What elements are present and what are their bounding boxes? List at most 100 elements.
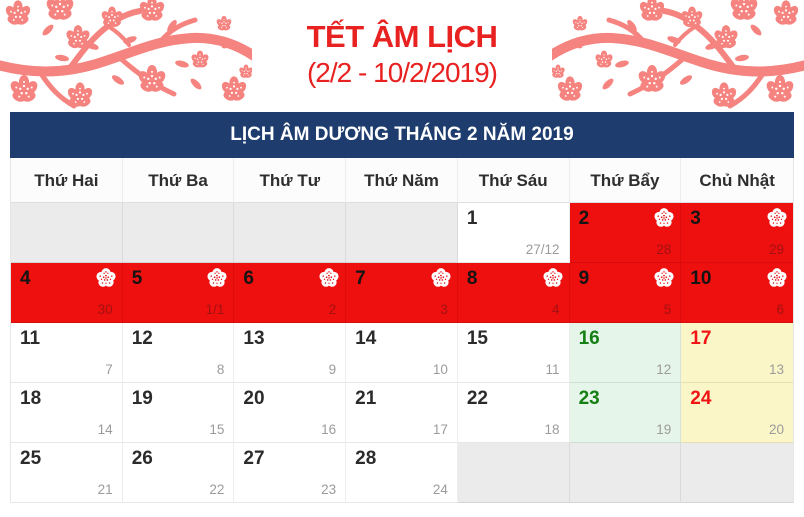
day-cell-20[interactable]: 20 16 — [234, 383, 347, 443]
solar-date: 7 — [355, 268, 366, 289]
weekday-header-5: Thứ Sáu — [457, 158, 570, 203]
empty-cell — [234, 203, 347, 263]
lunar-date: 11 — [545, 362, 560, 377]
solar-date: 28 — [355, 448, 377, 469]
empty-cell — [681, 443, 793, 503]
day-cell-10[interactable]: 10 6 — [681, 263, 793, 323]
solar-date: 3 — [690, 208, 701, 229]
lunar-date: 21 — [97, 482, 113, 497]
day-cell-17[interactable]: 17 13 — [681, 323, 793, 383]
solar-date: 24 — [690, 388, 712, 409]
day-cell-16[interactable]: 16 12 — [569, 323, 682, 383]
blossom-icon — [207, 268, 227, 287]
blossom-icon — [767, 268, 787, 287]
lunar-date: 29 — [768, 242, 784, 257]
day-cell-15[interactable]: 15 11 — [457, 323, 570, 383]
day-cell-24[interactable]: 24 20 — [681, 383, 793, 443]
solar-date: 27 — [243, 448, 265, 469]
day-cell-14[interactable]: 14 10 — [346, 323, 458, 383]
lunar-date: 17 — [432, 422, 448, 437]
day-cell-5[interactable]: 5 1/1 — [122, 263, 235, 323]
weekday-header-7: Chủ Nhật — [681, 158, 793, 203]
lunar-date: 18 — [544, 422, 560, 437]
day-cell-23[interactable]: 23 19 — [569, 383, 682, 443]
day-cell-12[interactable]: 12 8 — [122, 323, 235, 383]
day-cell-21[interactable]: 21 17 — [346, 383, 458, 443]
weekday-header-3: Thứ Tư — [234, 158, 347, 203]
calendar-banner-title: LỊCH ÂM DƯƠNG THÁNG 2 NĂM 2019 — [230, 124, 574, 145]
day-cell-26[interactable]: 26 22 — [122, 443, 235, 503]
lunar-date: 19 — [656, 422, 672, 437]
blossom-icon — [767, 208, 787, 227]
solar-date: 8 — [466, 268, 478, 289]
lunar-date: 12 — [656, 362, 672, 377]
blossom-icon — [96, 268, 116, 287]
lunar-date: 30 — [97, 302, 113, 317]
day-cell-25[interactable]: 25 21 — [11, 443, 123, 503]
solar-date: 23 — [578, 388, 600, 409]
lunar-date: 6 — [776, 302, 784, 317]
solar-date: 13 — [243, 328, 265, 349]
blossom-icon — [654, 268, 674, 287]
day-cell-6[interactable]: 6 2 — [234, 263, 347, 323]
lunar-date: 24 — [432, 482, 448, 497]
page-title: TẾT ÂM LỊCH — [306, 19, 498, 54]
blossom-icon — [431, 268, 451, 287]
solar-date: 11 — [20, 328, 41, 349]
lunar-date: 28 — [656, 242, 672, 257]
weekday-header-4: Thứ Năm — [346, 158, 458, 203]
lunar-date: 13 — [768, 362, 784, 377]
solar-date: 14 — [355, 328, 377, 349]
day-cell-3[interactable]: 3 29 — [681, 203, 793, 263]
solar-date: 1 — [466, 208, 478, 229]
empty-cell — [569, 443, 682, 503]
solar-date: 12 — [131, 328, 153, 349]
blossom-icon — [543, 268, 563, 287]
lunar-date: 14 — [97, 422, 113, 437]
solar-date: 20 — [243, 388, 265, 409]
solar-date: 5 — [131, 268, 143, 289]
solar-date: 26 — [131, 448, 153, 469]
lunar-date: 8 — [216, 362, 225, 377]
day-cell-28[interactable]: 28 24 — [346, 443, 458, 503]
calendar-grid: 1 27/12 2 28 3 — [11, 203, 793, 503]
lunar-date: 15 — [209, 422, 225, 437]
day-cell-22[interactable]: 22 18 — [457, 383, 570, 443]
lunar-date: 3 — [440, 302, 448, 317]
day-cell-1[interactable]: 1 27/12 — [457, 203, 570, 263]
solar-date: 18 — [20, 388, 42, 409]
solar-date: 9 — [578, 268, 590, 289]
lunar-date: 22 — [209, 482, 225, 497]
empty-cell — [122, 203, 235, 263]
lunar-date: 27/12 — [525, 242, 560, 257]
weekday-header-2: Thứ Ba — [122, 158, 235, 203]
day-cell-13[interactable]: 13 9 — [234, 323, 347, 383]
day-cell-18[interactable]: 18 14 — [11, 383, 123, 443]
solar-date: 17 — [690, 328, 712, 349]
calendar: Thứ Hai Thứ Ba Thứ Tư Thứ Năm Thứ Sáu Thứ Bẩy… — [10, 158, 794, 503]
day-cell-8[interactable]: 8 4 — [457, 263, 570, 323]
lunar-date: 20 — [768, 422, 784, 437]
hero-header: TẾT ÂM LỊCH (2/2 - 10/2/2019) — [0, 0, 804, 112]
empty-cell — [346, 203, 458, 263]
calendar-banner: LỊCH ÂM DƯƠNG THÁNG 2 NĂM 2019 — [10, 112, 794, 158]
weekday-header-6: Thứ Bẩy — [569, 158, 682, 203]
day-cell-2[interactable]: 2 28 — [569, 203, 682, 263]
blossom-icon — [654, 208, 674, 227]
day-cell-9[interactable]: 9 5 — [569, 263, 682, 323]
solar-date: 21 — [355, 388, 377, 409]
empty-cell — [11, 203, 123, 263]
weekday-header-1: Thứ Hai — [11, 158, 123, 203]
day-cell-19[interactable]: 19 15 — [122, 383, 235, 443]
day-cell-11[interactable]: 11 7 — [11, 323, 123, 383]
page-subtitle: (2/2 - 10/2/2019) — [306, 57, 498, 89]
solar-date: 15 — [466, 328, 488, 349]
day-cell-4[interactable]: 4 30 — [11, 263, 123, 323]
day-cell-27[interactable]: 27 23 — [234, 443, 347, 503]
solar-date: 22 — [466, 388, 488, 409]
lunar-date: 16 — [321, 422, 337, 437]
day-cell-7[interactable]: 7 3 — [346, 263, 458, 323]
hero-text: TẾT ÂM LỊCH (2/2 - 10/2/2019) — [0, 19, 804, 89]
solar-date: 10 — [690, 268, 712, 289]
